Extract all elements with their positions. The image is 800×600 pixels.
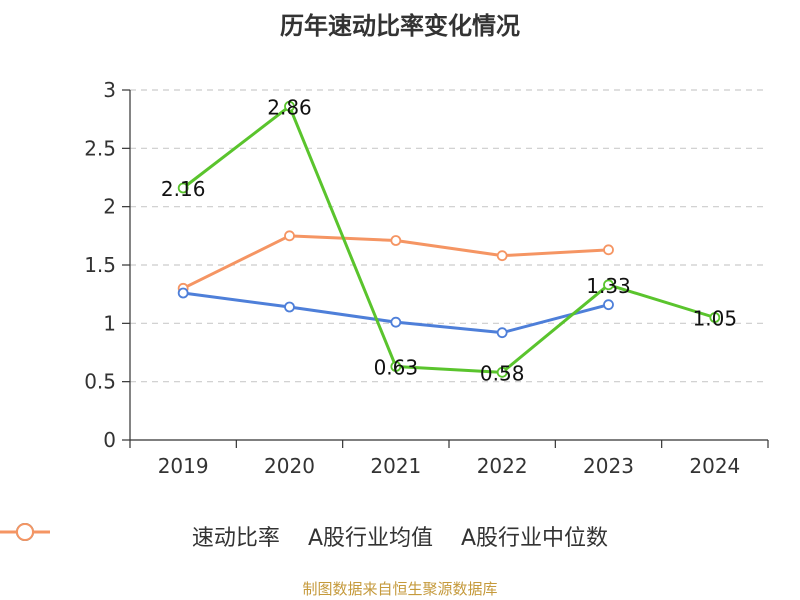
data-point [390, 316, 402, 328]
data-point [284, 301, 295, 313]
legend-label: A股行业中位数 [461, 526, 609, 551]
data-labels: 2.16 2.86 0.63 0.58 1.33 1.05 [161, 95, 737, 385]
y-tick-label: 1 [103, 311, 116, 335]
series-line [182, 104, 716, 374]
axes [122, 89, 769, 448]
legend-label: A股行业均值 [307, 526, 433, 551]
legend-item-industry-median[interactable]: A股行业中位数 [0, 520, 609, 552]
data-point [603, 279, 614, 291]
x-tick-labels: 2019 2020 2021 2022 2023 2024 [158, 454, 741, 478]
y-tick-label: 3 [103, 78, 116, 102]
data-label: 2.86 [267, 95, 312, 119]
y-tick-label: 1.5 [84, 253, 116, 277]
series-lines [177, 100, 721, 378]
data-point [496, 327, 508, 339]
grid-lines [130, 89, 768, 383]
data-point [177, 287, 189, 299]
data-point [390, 235, 402, 246]
x-tick-label: 2023 [583, 454, 634, 478]
data-label: 2.16 [161, 177, 206, 201]
data-label: 0.58 [480, 361, 525, 385]
data-label: 1.33 [586, 274, 631, 298]
chart-title: 历年速动比率变化情况 [280, 12, 520, 40]
data-point [284, 230, 295, 242]
y-tick-labels: 0 0.5 1 1.5 2 2.5 3 [84, 78, 116, 452]
legend: 速动比率 A股行业均值 A股行业中位数 [0, 520, 800, 552]
x-tick-label: 2021 [370, 454, 421, 478]
x-tick-label: 2024 [689, 454, 740, 478]
data-point [496, 250, 508, 262]
source-note: 制图数据来自恒生聚源数据库 [302, 580, 498, 598]
data-point [709, 312, 721, 323]
data-point [177, 182, 189, 194]
data-label: 1.05 [693, 307, 738, 331]
legend-label: 速动比率 [191, 526, 280, 551]
legend-swatch-icon [0, 523, 50, 541]
y-tick-label: 2 [103, 195, 116, 219]
data-point [603, 299, 614, 311]
x-tick-label: 2020 [264, 454, 315, 478]
data-point [603, 244, 614, 256]
legend-item-industry-mean[interactable]: A股行业均值 [0, 520, 433, 552]
legend-item-quick-ratio[interactable]: 速动比率 [0, 520, 280, 552]
y-tick-label: 0.5 [84, 370, 116, 394]
data-label: 0.63 [374, 356, 419, 380]
x-tick-label: 2022 [477, 454, 528, 478]
data-point [496, 366, 508, 378]
x-tick-label: 2019 [158, 454, 209, 478]
data-point [284, 100, 295, 112]
data-point [390, 361, 402, 372]
y-tick-label: 2.5 [84, 136, 116, 160]
y-tick-label: 0 [103, 428, 116, 452]
